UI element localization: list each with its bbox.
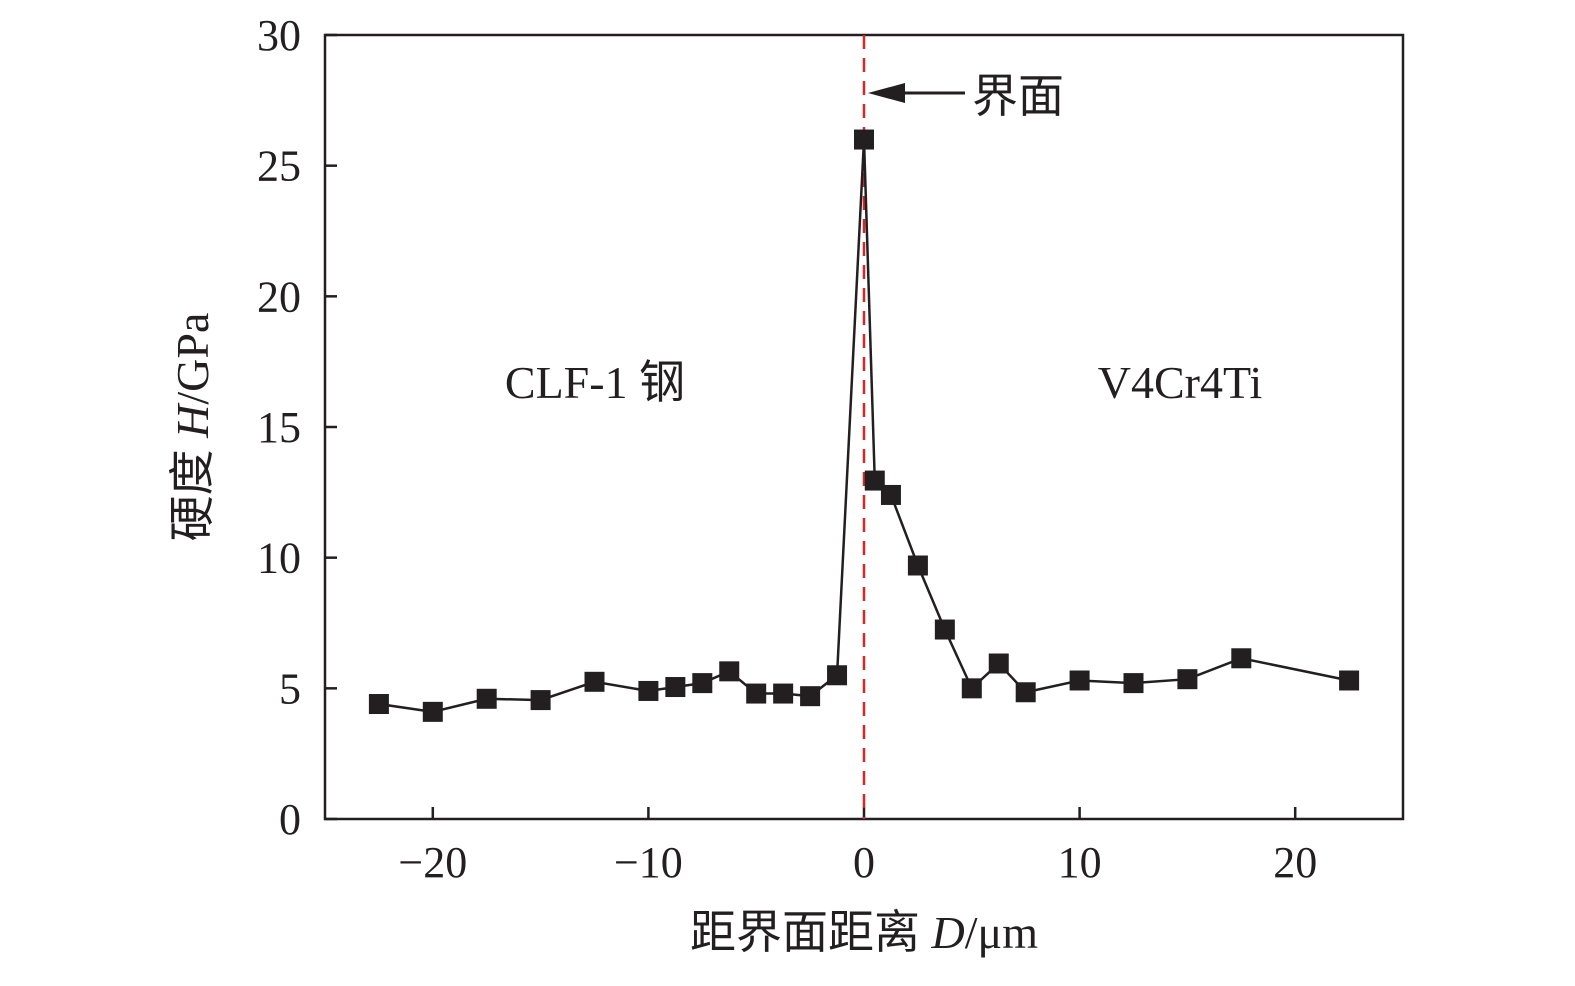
data-point: [880, 484, 901, 505]
y-tick-label: 5: [279, 664, 301, 713]
data-point: [665, 677, 686, 698]
data-point: [961, 678, 982, 699]
data-point: [368, 694, 389, 715]
data-point: [584, 671, 605, 692]
data-point: [800, 686, 821, 707]
data-marks: [368, 35, 1360, 819]
data-point: [476, 688, 497, 709]
data-point: [934, 619, 955, 640]
data-point: [988, 653, 1009, 674]
y-tick-label: 25: [257, 142, 301, 191]
y-axis-label: 硬度 H/GPa: [167, 313, 218, 542]
x-axis-label: 距界面距离 D/μm: [690, 907, 1038, 958]
y-tick-label: 30: [257, 11, 301, 60]
axes: −20 −10 0 10 20 0 5 10 15 20 25 30: [257, 11, 1405, 887]
interface-arrow: [868, 83, 965, 103]
x-tick-label: −20: [398, 838, 467, 887]
data-point: [719, 661, 740, 682]
data-point: [773, 683, 794, 704]
x-tick-label: 10: [1058, 838, 1102, 887]
y-tick-label: 20: [257, 272, 301, 321]
data-point: [746, 683, 767, 704]
y-tick-label: 0: [279, 795, 301, 844]
data-point: [530, 690, 551, 711]
x-tick-label: −10: [614, 838, 683, 887]
data-point: [422, 701, 443, 722]
x-tick-label: 0: [853, 838, 875, 887]
data-point: [907, 555, 928, 576]
data-point: [1231, 648, 1252, 669]
data-point: [854, 129, 874, 150]
y-tick-label: 10: [257, 534, 301, 583]
data-point: [692, 673, 713, 694]
data-point: [1123, 673, 1144, 694]
annotation-left-region: CLF-1 钢: [505, 357, 685, 408]
data-point: [827, 665, 848, 686]
annotation-interface: 界面: [972, 71, 1064, 122]
data-point: [638, 680, 659, 701]
x-tick-label: 20: [1273, 838, 1317, 887]
y-tick-label: 15: [257, 403, 301, 452]
data-point: [1069, 670, 1090, 691]
annotation-right-region: V4Cr4Ti: [1098, 357, 1262, 408]
data-point: [1339, 670, 1360, 691]
data-point: [864, 470, 885, 491]
data-point: [1015, 682, 1036, 703]
data-point: [1177, 669, 1198, 690]
